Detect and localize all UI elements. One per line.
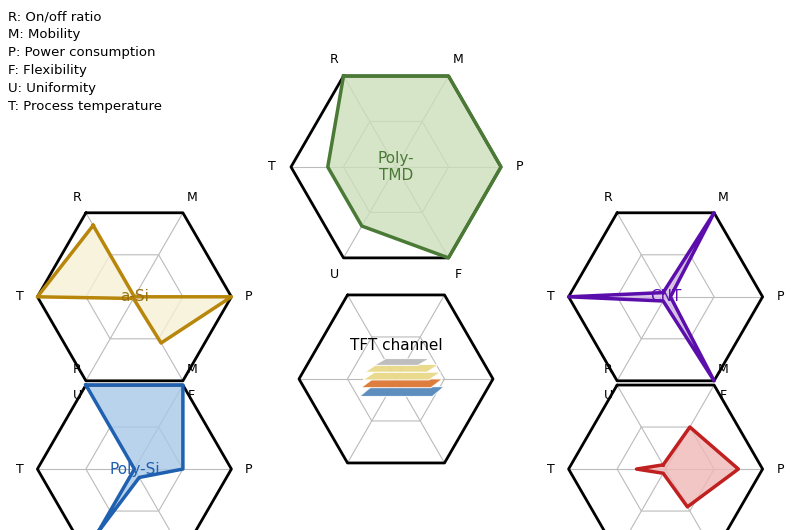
Text: M: Mobility: M: Mobility xyxy=(8,28,80,41)
Text: U: Uniformity: U: Uniformity xyxy=(8,82,96,95)
Text: F: Flexibility: F: Flexibility xyxy=(8,64,87,77)
Text: M: M xyxy=(718,364,728,376)
Text: M: M xyxy=(186,191,197,204)
Text: a-Si: a-Si xyxy=(120,289,149,304)
Text: T: T xyxy=(16,290,24,303)
Text: P: P xyxy=(776,290,784,303)
Text: F: F xyxy=(454,268,462,281)
Text: F: F xyxy=(719,390,726,402)
Text: F: F xyxy=(188,390,195,402)
Polygon shape xyxy=(363,372,441,380)
Text: R: R xyxy=(604,364,613,376)
Text: T: T xyxy=(268,161,276,173)
Text: T: T xyxy=(16,463,24,475)
Polygon shape xyxy=(365,365,438,372)
Polygon shape xyxy=(637,427,738,507)
Text: T: Process temperature: T: Process temperature xyxy=(8,100,162,113)
Text: CNT: CNT xyxy=(650,289,682,304)
Text: P: P xyxy=(776,463,784,475)
Text: Poly-
TMD: Poly- TMD xyxy=(378,151,414,183)
Text: M: M xyxy=(718,191,728,204)
Polygon shape xyxy=(569,213,714,381)
Polygon shape xyxy=(374,359,430,365)
Polygon shape xyxy=(86,385,183,530)
Text: R: R xyxy=(73,191,82,204)
Text: R: On/off ratio: R: On/off ratio xyxy=(8,10,102,23)
Text: R: R xyxy=(73,364,82,376)
Text: Poly-Si: Poly-Si xyxy=(109,462,160,476)
Polygon shape xyxy=(38,225,231,343)
Text: P: P xyxy=(245,290,253,303)
Text: T: T xyxy=(547,463,555,475)
Text: TFT channel: TFT channel xyxy=(350,338,442,352)
Text: U: U xyxy=(73,390,82,402)
Text: R: R xyxy=(330,53,338,66)
Text: M: M xyxy=(186,364,197,376)
Text: P: P xyxy=(516,161,524,173)
Text: U: U xyxy=(330,268,338,281)
Text: R: R xyxy=(604,191,613,204)
Polygon shape xyxy=(361,379,442,387)
Text: M: M xyxy=(453,53,463,66)
Polygon shape xyxy=(360,387,444,396)
Text: P: P xyxy=(245,463,253,475)
Polygon shape xyxy=(328,76,501,258)
Text: T: T xyxy=(547,290,555,303)
Text: U: U xyxy=(604,390,613,402)
Text: P: Power consumption: P: Power consumption xyxy=(8,46,155,59)
